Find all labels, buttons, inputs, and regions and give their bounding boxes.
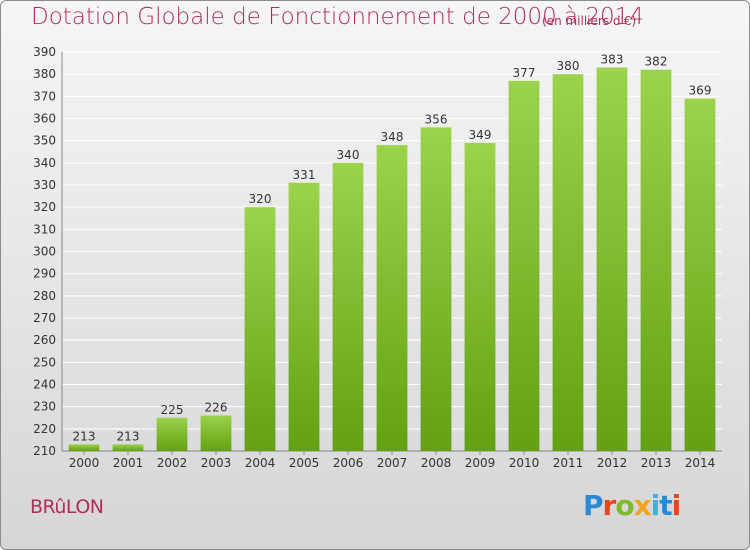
bar-value-label: 356 [425,112,448,126]
x-tick-label: 2003 [201,456,232,470]
bar [288,182,320,452]
x-tick-label: 2010 [509,456,540,470]
y-tick-label: 230 [33,400,56,414]
logo-letter: i [650,489,661,522]
y-tick-label: 330 [33,178,56,192]
chart-subtitle: (en milliers d'€) [542,14,637,28]
x-tick-label: 2004 [245,456,276,470]
bar-value-label: 340 [337,148,360,162]
bar-value-label: 383 [601,53,624,67]
logo-letter: x [633,489,652,522]
bar [68,444,100,451]
y-tick-label: 380 [33,67,56,81]
bar [464,142,496,451]
logo-letter: P [583,489,604,522]
x-tick-label: 2009 [465,456,496,470]
x-tick-label: 2001 [113,456,144,470]
bar-value-label: 377 [513,66,536,80]
chart-title: Dotation Globale de Fonctionnement de 20… [31,4,644,30]
y-tick-label: 370 [33,89,56,103]
logo-letter: i [671,489,682,522]
bar [244,207,276,451]
bar-value-label: 369 [689,84,712,98]
x-tick-label: 2007 [377,456,408,470]
y-tick-label: 360 [33,112,56,126]
bar-value-label: 331 [293,168,316,182]
bar [376,145,408,451]
y-tick-label: 250 [33,355,56,369]
bar [112,444,144,451]
logo-letter: o [615,489,634,522]
y-tick-label: 300 [33,245,56,259]
x-tick-label: 2014 [685,456,716,470]
y-tick-label: 260 [33,333,56,347]
y-tick-label: 320 [33,200,56,214]
y-tick-label: 280 [33,289,56,303]
bar-value-label: 348 [381,130,404,144]
bar-value-label: 213 [73,429,96,443]
y-tick-label: 340 [33,156,56,170]
bar-value-label: 380 [557,59,580,73]
y-tick-label: 220 [33,422,56,436]
bar [596,67,628,452]
x-tick-label: 2011 [553,456,584,470]
x-tick-label: 2000 [69,456,100,470]
bar-value-label: 382 [645,55,668,69]
y-tick-label: 290 [33,267,56,281]
bar [156,417,188,451]
bar-value-label: 349 [469,128,492,142]
bar [640,69,672,451]
x-tick-label: 2006 [333,456,364,470]
logo-letter: t [659,489,672,522]
bar-value-label: 225 [161,403,184,417]
x-tick-label: 2012 [597,456,628,470]
bar [332,162,364,452]
commune-name: BRûLON [30,496,104,518]
y-tick-label: 210 [33,444,56,458]
x-tick-label: 2013 [641,456,672,470]
proxiti-logo: Proxiti [583,489,682,522]
y-tick-label: 270 [33,311,56,325]
bar [508,80,540,452]
bar-value-label: 213 [117,429,140,443]
y-tick-label: 390 [33,45,56,59]
x-tick-label: 2002 [157,456,188,470]
logo-letter: r [602,489,617,522]
bar [420,127,452,451]
bar [552,74,584,452]
bar-value-label: 320 [249,192,272,206]
bar [684,98,716,452]
x-tick-label: 2008 [421,456,452,470]
y-tick-label: 240 [33,378,56,392]
bar [200,415,232,451]
bar-value-label: 226 [205,401,228,415]
y-tick-label: 310 [33,222,56,236]
x-tick-label: 2005 [289,456,320,470]
y-tick-label: 350 [33,134,56,148]
